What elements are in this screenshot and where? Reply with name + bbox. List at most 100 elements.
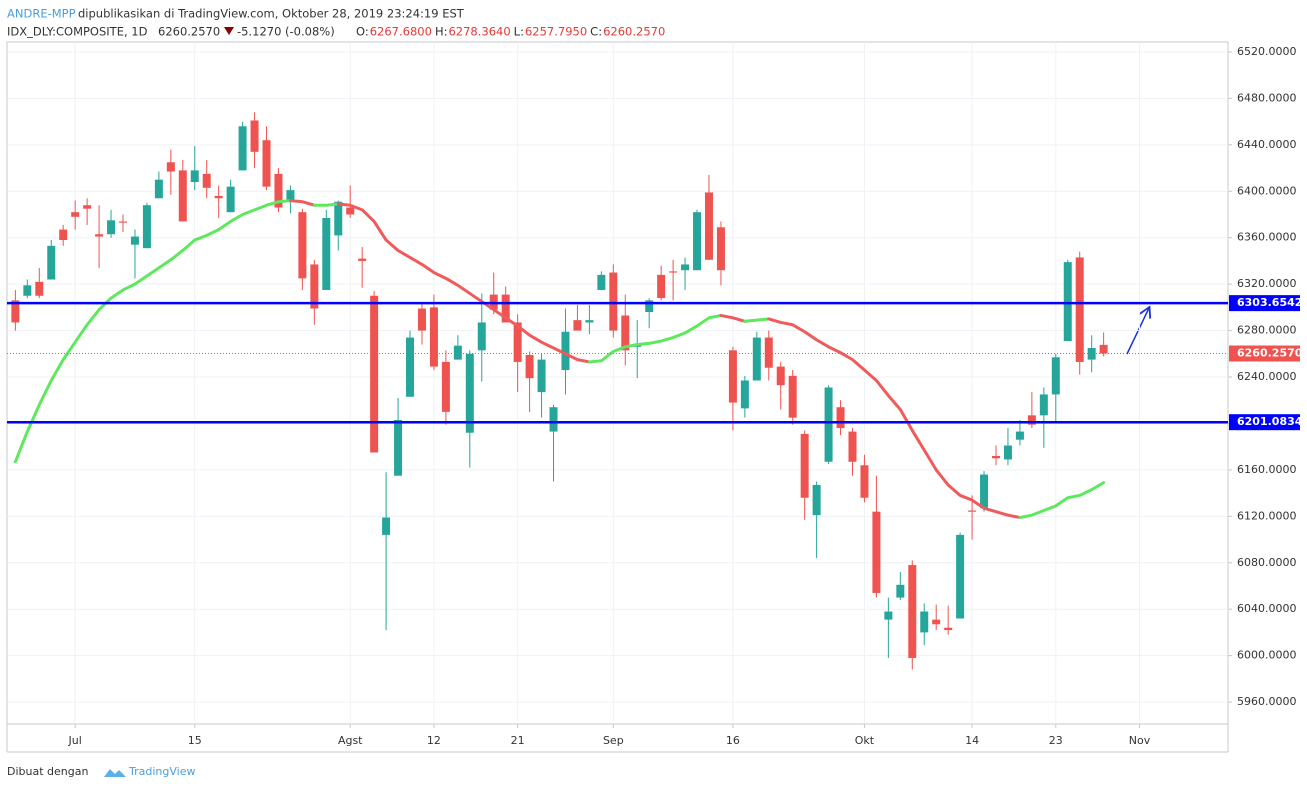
x-tick-label: 15 <box>188 734 202 747</box>
candle-body <box>764 337 773 368</box>
candle-body <box>800 433 809 498</box>
change: -5.1270 (-0.08%) <box>237 25 335 39</box>
moving-average <box>312 202 340 207</box>
candle-body <box>35 281 44 296</box>
candle-body <box>501 294 510 323</box>
candle-body <box>107 220 116 235</box>
x-tick-label: 14 <box>965 734 979 747</box>
moving-average <box>767 317 1022 519</box>
candle-body <box>561 331 570 371</box>
y-tick-label: 6400.0000 <box>1237 184 1297 197</box>
candle-body <box>154 179 163 199</box>
candle-body <box>968 510 977 512</box>
candle-body <box>71 212 80 217</box>
candle-body <box>346 207 355 215</box>
candle-body <box>860 465 869 498</box>
y-tick-label: 6280.0000 <box>1237 324 1297 337</box>
published: dipublikasikan di TradingView.com, Oktob… <box>78 7 465 21</box>
candle-body <box>585 320 594 323</box>
y-tick-label: 6040.0000 <box>1237 602 1297 615</box>
candle-body <box>178 170 187 222</box>
candle-body <box>59 229 68 241</box>
candle-body <box>453 345 462 360</box>
author[interactable]: ANDRE-MPP <box>7 7 76 21</box>
candle-body <box>920 611 929 633</box>
candle-body <box>226 186 235 213</box>
candle-body <box>980 474 989 509</box>
candle-body <box>836 407 845 429</box>
y-tick-label: 5960.0000 <box>1237 695 1297 708</box>
last-price-label-bg <box>1229 345 1300 362</box>
candle-body <box>142 205 151 249</box>
candle-body <box>884 611 893 620</box>
candle-body <box>238 126 247 171</box>
tradingview-logo[interactable] <box>104 769 126 777</box>
candle-body <box>812 484 821 516</box>
x-tick-label: Agst <box>338 734 363 747</box>
candle-body <box>298 212 307 279</box>
candle-body <box>322 217 331 290</box>
candle-body <box>274 173 283 208</box>
y-tick-label: 6120.0000 <box>1237 509 1297 522</box>
moving-average <box>719 313 747 323</box>
plot-area <box>7 42 1228 724</box>
ohlc-key: C: <box>590 25 602 39</box>
y-tick-label: 6000.0000 <box>1237 649 1297 662</box>
candle-body <box>214 195 223 199</box>
candle-body <box>525 354 534 379</box>
ohlc-value: 6278.3640 <box>448 25 510 39</box>
candle-body <box>417 308 426 331</box>
candle-body <box>621 315 630 351</box>
footer-made-with: Dibuat dengan <box>7 765 88 778</box>
y-tick-label: 6320.0000 <box>1237 277 1297 290</box>
candle-body <box>477 322 486 351</box>
x-tick-label: Okt <box>855 734 875 747</box>
candle-body <box>23 285 32 296</box>
candle-body <box>669 271 678 273</box>
level-label-bg <box>1229 414 1300 431</box>
candle-body <box>382 517 391 535</box>
candle-body <box>645 300 654 313</box>
candle-body <box>752 337 761 381</box>
candle-body <box>956 534 965 619</box>
level-label: 6303.6542 <box>1237 296 1302 309</box>
x-tick-label: Jul <box>68 734 82 747</box>
y-tick-label: 6080.0000 <box>1237 556 1297 569</box>
candle-body <box>1087 348 1096 360</box>
candle-body <box>370 295 379 453</box>
candle-body <box>130 236 139 245</box>
candle-body <box>250 120 259 152</box>
y-tick-label: 6480.0000 <box>1237 91 1297 104</box>
level-label-bg <box>1229 295 1300 312</box>
candle-body <box>1099 344 1108 354</box>
candle-body <box>119 221 128 223</box>
candle-body <box>573 320 582 331</box>
candle-body <box>728 350 737 403</box>
candle-body <box>262 140 271 187</box>
x-tick-label: Nov <box>1129 734 1151 747</box>
candle-body <box>908 565 917 658</box>
plot-frame <box>6 41 1229 725</box>
candle-body <box>310 264 319 309</box>
symbol: IDX_DLY:COMPOSITE, 1D <box>7 25 148 39</box>
ohlc-key: H: <box>435 25 448 39</box>
candle-body <box>190 170 199 182</box>
ohlc-value: 6260.2570 <box>603 25 665 39</box>
y-tick-label: 6160.0000 <box>1237 463 1297 476</box>
ohlc-value: 6257.7950 <box>525 25 587 39</box>
candle-body <box>1015 431 1024 440</box>
candle-body <box>788 375 797 418</box>
last-price-label: 6260.2570 <box>1237 347 1303 360</box>
candle-body <box>1003 445 1012 460</box>
candle-body <box>202 173 211 188</box>
candle-body <box>716 227 725 271</box>
candle-body <box>441 361 450 412</box>
ohlc-legend: O: 6267.6800 H: 6278.3640 L: 6257.7950 C: 6260.… <box>356 25 665 39</box>
candle-body <box>1027 415 1036 425</box>
candle-body <box>704 192 713 260</box>
footer-brand[interactable]: TradingView <box>128 765 195 778</box>
y-tick-label: 6520.0000 <box>1237 45 1297 58</box>
ohlc-key: O: <box>356 25 369 39</box>
